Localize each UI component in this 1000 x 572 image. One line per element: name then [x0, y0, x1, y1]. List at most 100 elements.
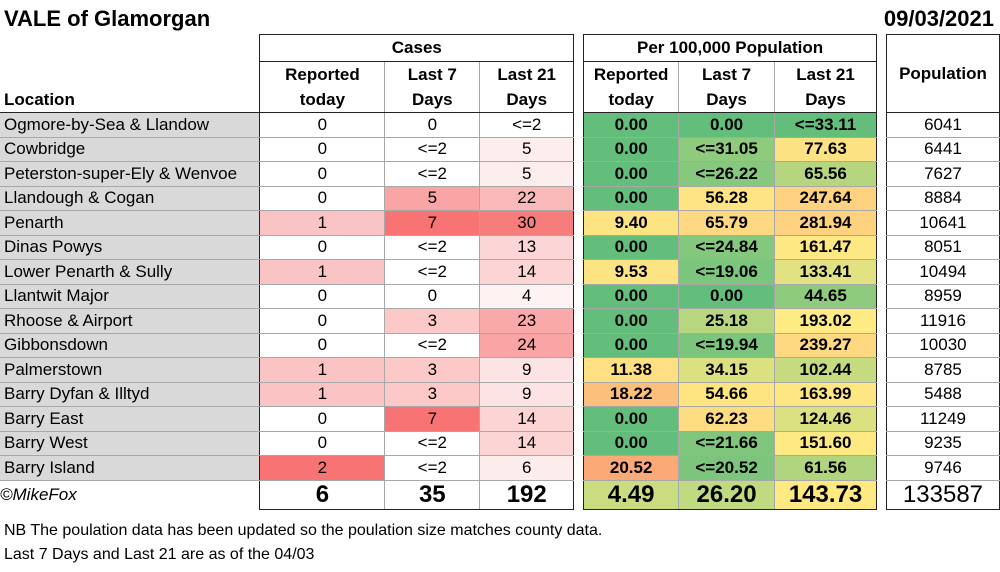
per100k-today-cell: 0.00: [583, 235, 680, 260]
population-cell: 9235: [885, 431, 1000, 456]
per100k-last21-cell: 133.41: [774, 259, 877, 285]
per100k-group-header: Per 100,000 Population: [583, 34, 877, 62]
per100k-last7-cell: <=31.05: [678, 137, 776, 162]
population-cell: 6041: [885, 112, 1000, 138]
cases-last21-cell: 9: [479, 382, 575, 407]
total-per100k-last7: 26.20: [678, 479, 776, 510]
location-cell: Barry Dyfan & Illtyd: [0, 382, 260, 407]
cases-last21-cell: 4: [479, 284, 575, 309]
population-cell: 8785: [885, 357, 1000, 383]
population-cell: 10494: [885, 259, 1000, 285]
location-header: Location: [0, 61, 260, 113]
per100k-last21-cell: 77.63: [774, 137, 877, 162]
cases-last21-cell: 5: [479, 161, 575, 187]
table-row: Penarth 1 7 30 9.40 65.79 281.94 10641: [0, 210, 1000, 236]
cases-today-cell: 1: [259, 210, 386, 236]
location-cell: Rhoose & Airport: [0, 308, 260, 334]
per100k-last7-cell: <=19.94: [678, 333, 776, 358]
cases-today-cell: 1: [259, 357, 386, 383]
population-cell: 10641: [885, 210, 1000, 236]
per100k-last7-cell: 34.15: [678, 357, 776, 383]
per100k-last7-cell: <=21.66: [678, 431, 776, 456]
population-cell: 11916: [885, 308, 1000, 334]
per100k-today-cell: 0.00: [583, 431, 680, 456]
cases-last7-cell: <=2: [384, 455, 481, 481]
per100k-last7-cell: <=19.06: [678, 259, 776, 285]
cases-last21-cell: 23: [479, 308, 575, 334]
cases-last7-cell: <=2: [384, 137, 481, 162]
per100k-last21-cell: 102.44: [774, 357, 877, 383]
cases-last7-cell: <=2: [384, 259, 481, 285]
per100k-today-cell: 0.00: [583, 406, 680, 432]
cases-last7-cell: <=2: [384, 333, 481, 358]
population-cell: 10030: [885, 333, 1000, 358]
totals-row: ©MikeFox 6 35 192 4.49 26.20 143.73 133587: [0, 479, 1000, 510]
cases-last21-cell: 9: [479, 357, 575, 383]
per100k-last21-cell: 281.94: [774, 210, 877, 236]
total-population: 133587: [885, 479, 1000, 510]
per100k-last7-cell: 65.79: [678, 210, 776, 236]
location-cell: Llantwit Major: [0, 284, 260, 309]
table-row: Palmerstown 1 3 9 11.38 34.15 102.44 8785: [0, 357, 1000, 383]
location-cell: Llandough & Cogan: [0, 186, 260, 211]
cases-today-cell: 0: [259, 284, 386, 309]
per100k-today-cell: 9.53: [583, 259, 680, 285]
cases-last21-header: Last 21 Days: [479, 61, 575, 113]
per100k-today-cell: 0.00: [583, 186, 680, 211]
population-cell: 8884: [885, 186, 1000, 211]
per100k-last7-cell: 56.28: [678, 186, 776, 211]
per100k-today-cell: 11.38: [583, 357, 680, 383]
cases-today-cell: 0: [259, 431, 386, 456]
cases-last21-cell: 14: [479, 406, 575, 432]
location-cell: Gibbonsdown: [0, 333, 260, 358]
table-row: Barry West 0 <=2 14 0.00 <=21.66 151.60 9235: [0, 431, 1000, 456]
cases-last7-cell: 3: [384, 357, 481, 383]
per100k-last21-cell: 151.60: [774, 431, 877, 456]
per100k-today-cell: 0.00: [583, 284, 680, 309]
table-row: Rhoose & Airport 0 3 23 0.00 25.18 193.02 11916: [0, 308, 1000, 334]
cases-last21-cell: 14: [479, 431, 575, 456]
table-row: Barry Island 2 <=2 6 20.52 <=20.52 61.56 9746: [0, 455, 1000, 481]
cases-last21-cell: 13: [479, 235, 575, 260]
cases-today-cell: 2: [259, 455, 386, 481]
cases-last7-cell: 0: [384, 284, 481, 309]
per100k-last7-cell: 62.23: [678, 406, 776, 432]
population-cell: 6441: [885, 137, 1000, 162]
per100k-today-cell: 0.00: [583, 137, 680, 162]
location-cell: Barry East: [0, 406, 260, 432]
per100k-last21-cell: 124.46: [774, 406, 877, 432]
cases-today-cell: 0: [259, 406, 386, 432]
population-cell: 11249: [885, 406, 1000, 432]
credit-text: ©MikeFox: [0, 480, 260, 509]
per100k-today-cell: 0.00: [583, 161, 680, 187]
location-cell: Lower Penarth & Sully: [0, 259, 260, 285]
cases-last21-cell: 30: [479, 210, 575, 236]
per100k-last21-cell: 163.99: [774, 382, 877, 407]
location-cell: Penarth: [0, 210, 260, 236]
location-cell: Cowbridge: [0, 137, 260, 162]
cases-today-cell: 1: [259, 259, 386, 285]
table-row: Barry Dyfan & Illtyd 1 3 9 18.22 54.66 163.99 5…: [0, 382, 1000, 407]
cases-today-cell: 1: [259, 382, 386, 407]
per100k-last7-cell: 25.18: [678, 308, 776, 334]
per100k-last21-cell: 161.47: [774, 235, 877, 260]
cases-last7-cell: 5: [384, 186, 481, 211]
cases-last7-cell: <=2: [384, 431, 481, 456]
population-cell: 5488: [885, 382, 1000, 407]
cases-last7-header: Last 7 Days: [384, 61, 481, 113]
note-dates: Last 7 Days and Last 21 are as of the 04…: [4, 546, 315, 563]
population-header: Population: [885, 34, 1000, 113]
table-row: Dinas Powys 0 <=2 13 0.00 <=24.84 161.47 8051: [0, 235, 1000, 260]
covid-table: Cases Per 100,000 Population Population …: [0, 34, 1000, 510]
per100k-last21-cell: 239.27: [774, 333, 877, 358]
per100k-today-cell: 0.00: [583, 333, 680, 358]
per100k-today-cell: 20.52: [583, 455, 680, 481]
cases-last21-cell: 5: [479, 137, 575, 162]
total-per100k-today: 4.49: [583, 479, 680, 510]
location-cell: Barry West: [0, 431, 260, 456]
table-row: Ogmore-by-Sea & Llandow 0 0 <=2 0.00 0.00 <=33…: [0, 112, 1000, 138]
column-header-row: Location Reported today Last 7 Days Last 2…: [0, 61, 1000, 113]
cases-last7-cell: 7: [384, 210, 481, 236]
per100k-today-header: Reported today: [583, 61, 680, 113]
population-cell: 7627: [885, 161, 1000, 187]
